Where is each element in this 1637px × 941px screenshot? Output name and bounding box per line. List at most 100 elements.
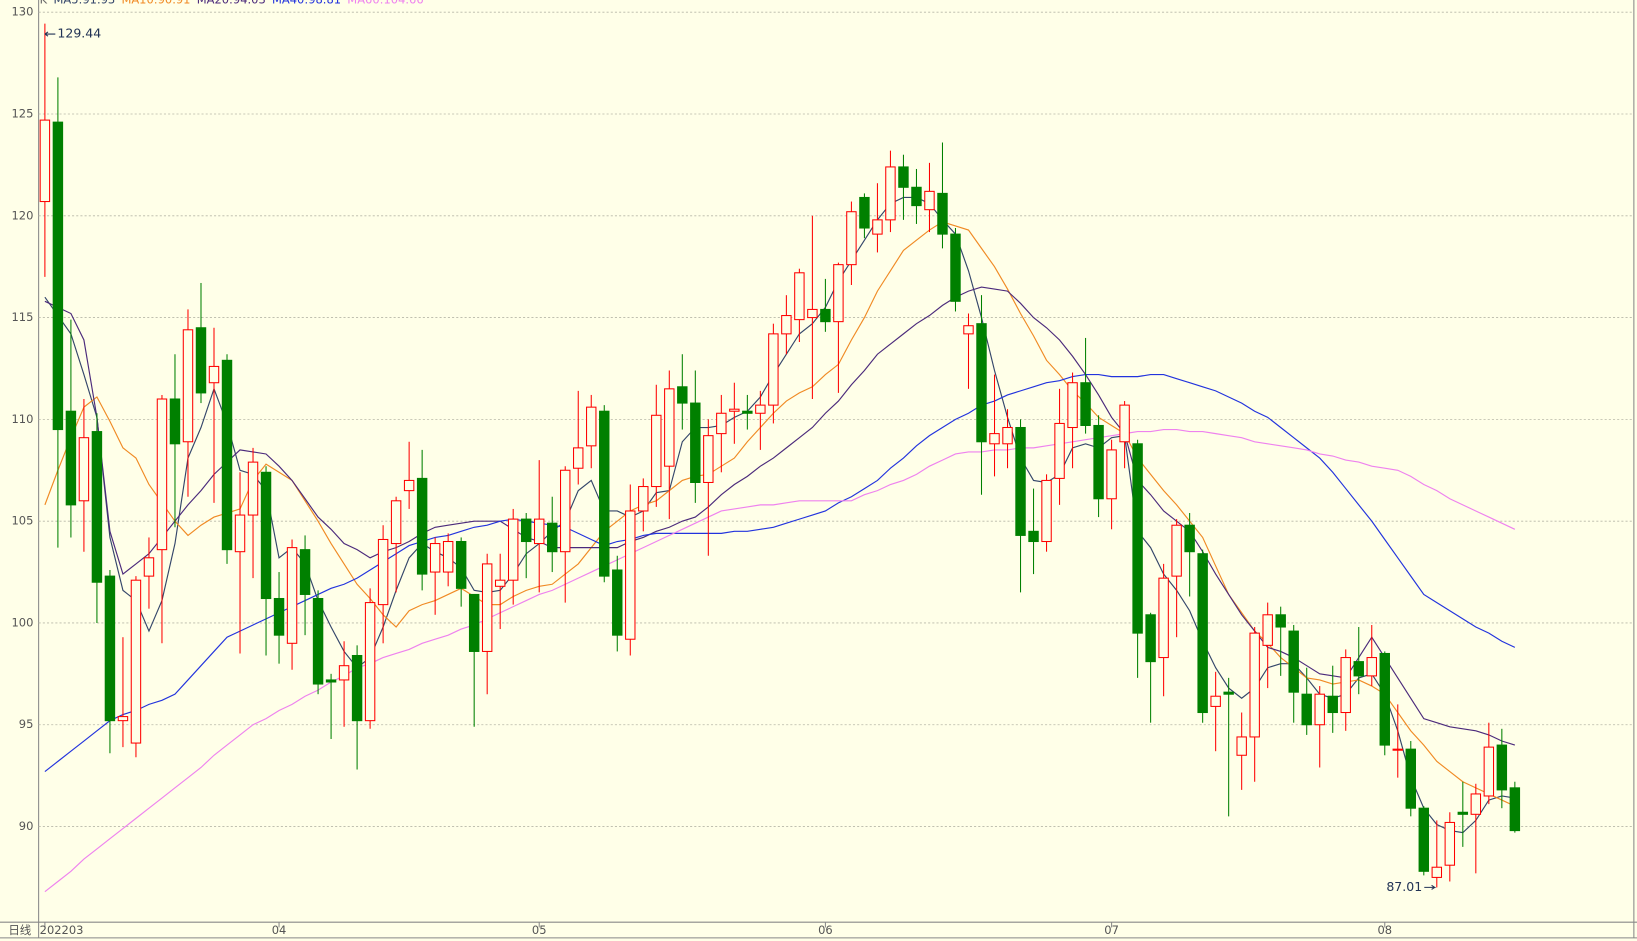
candle-body xyxy=(807,308,818,319)
candle-body xyxy=(664,388,675,467)
candle-body xyxy=(1145,614,1156,663)
candle-body xyxy=(898,166,909,188)
y-tick-label: 125 xyxy=(12,107,34,121)
candle-body xyxy=(573,447,584,469)
candle-body xyxy=(1210,695,1221,707)
candle-body xyxy=(716,412,727,435)
candle-body xyxy=(507,518,519,581)
x-tick-label: 06 xyxy=(818,923,833,937)
labels: 90 95 100 105 110 115 120 125 130 202203 04 05 06 07 0… xyxy=(12,0,1437,937)
candle-body xyxy=(1132,443,1143,634)
candle-body xyxy=(377,538,389,606)
candle-body xyxy=(1509,787,1521,832)
candle-body xyxy=(1379,652,1390,746)
y-tick-label: 105 xyxy=(12,514,34,528)
candle-body xyxy=(651,414,662,488)
candle-body xyxy=(1431,866,1443,878)
grid xyxy=(38,11,1634,827)
candle-body xyxy=(963,325,974,335)
candle-body xyxy=(1301,693,1312,726)
x-tick-label: 04 xyxy=(272,923,287,937)
candle-body xyxy=(1002,426,1013,445)
legend-entry: K xyxy=(40,0,48,7)
candle-body xyxy=(612,569,623,636)
candle-body xyxy=(312,597,324,685)
candle-body xyxy=(299,549,311,595)
candle-body xyxy=(1158,577,1169,659)
candle-body xyxy=(924,190,935,211)
candle-body xyxy=(52,121,64,431)
candle-body xyxy=(234,514,246,553)
candle-body xyxy=(156,398,168,551)
candle-body xyxy=(1067,382,1078,429)
candle-body xyxy=(1483,746,1495,797)
candle-body xyxy=(1236,736,1247,756)
candle-body xyxy=(182,329,194,443)
candle-body xyxy=(781,315,792,335)
x-tick-label: 08 xyxy=(1377,923,1392,937)
candle-body xyxy=(104,575,116,722)
y-tick-label: 90 xyxy=(19,819,34,833)
x-tick-label: 05 xyxy=(532,923,547,937)
candle-body xyxy=(1275,614,1286,628)
candle-body xyxy=(494,579,506,587)
candle-body xyxy=(846,211,857,266)
candle-body xyxy=(403,479,415,492)
candle-body xyxy=(950,233,961,302)
candle-body xyxy=(533,518,545,545)
max-arrow xyxy=(44,31,56,37)
candle-body xyxy=(468,593,480,652)
candle-body xyxy=(768,333,779,406)
y-tick-label: 120 xyxy=(12,208,34,222)
candle-body xyxy=(794,272,805,321)
candle-body xyxy=(1444,821,1456,866)
candle-body xyxy=(1028,530,1039,543)
candle-body xyxy=(1197,553,1208,714)
period-label: 日线 xyxy=(8,923,31,937)
candle-body xyxy=(833,264,844,323)
max-annotation: 129.44 xyxy=(57,26,101,41)
y-tick-label: 95 xyxy=(19,717,34,731)
candle-body xyxy=(1288,630,1299,693)
min-arrow xyxy=(1424,884,1437,890)
candle-body xyxy=(885,166,896,221)
candle-body xyxy=(677,386,688,404)
y-tick-label: 110 xyxy=(12,412,34,426)
candle-body xyxy=(989,433,1000,445)
candle-body xyxy=(195,327,207,394)
candle-body xyxy=(1249,632,1260,738)
candle-body xyxy=(1080,382,1091,426)
candle-body xyxy=(937,192,948,235)
candle-body xyxy=(273,597,285,636)
candle-body xyxy=(1457,811,1469,815)
candle-body xyxy=(1340,657,1351,714)
candle-body xyxy=(742,410,753,414)
candle-body xyxy=(820,308,831,323)
candle-body xyxy=(638,486,649,512)
candle-body xyxy=(1327,695,1338,714)
candle-body xyxy=(547,522,558,553)
candle-body xyxy=(65,410,77,506)
candle-body xyxy=(364,602,376,722)
candle-body xyxy=(599,410,610,577)
candle-body xyxy=(1353,661,1364,677)
candle-body xyxy=(78,437,90,502)
candles xyxy=(39,23,1521,888)
candle-body xyxy=(729,408,740,412)
candle-body xyxy=(1041,479,1052,543)
candle-body xyxy=(390,500,402,545)
candle-body xyxy=(91,431,103,583)
candle-body xyxy=(338,665,350,681)
candle-body xyxy=(1223,691,1234,695)
legend-entry: MA5:91.93 xyxy=(53,0,115,7)
candle-body xyxy=(1093,424,1104,500)
candle-body xyxy=(1262,614,1273,646)
candle-body xyxy=(1418,807,1430,872)
candle-body xyxy=(39,119,51,203)
candle-body xyxy=(416,477,428,575)
candle-body xyxy=(260,471,272,600)
